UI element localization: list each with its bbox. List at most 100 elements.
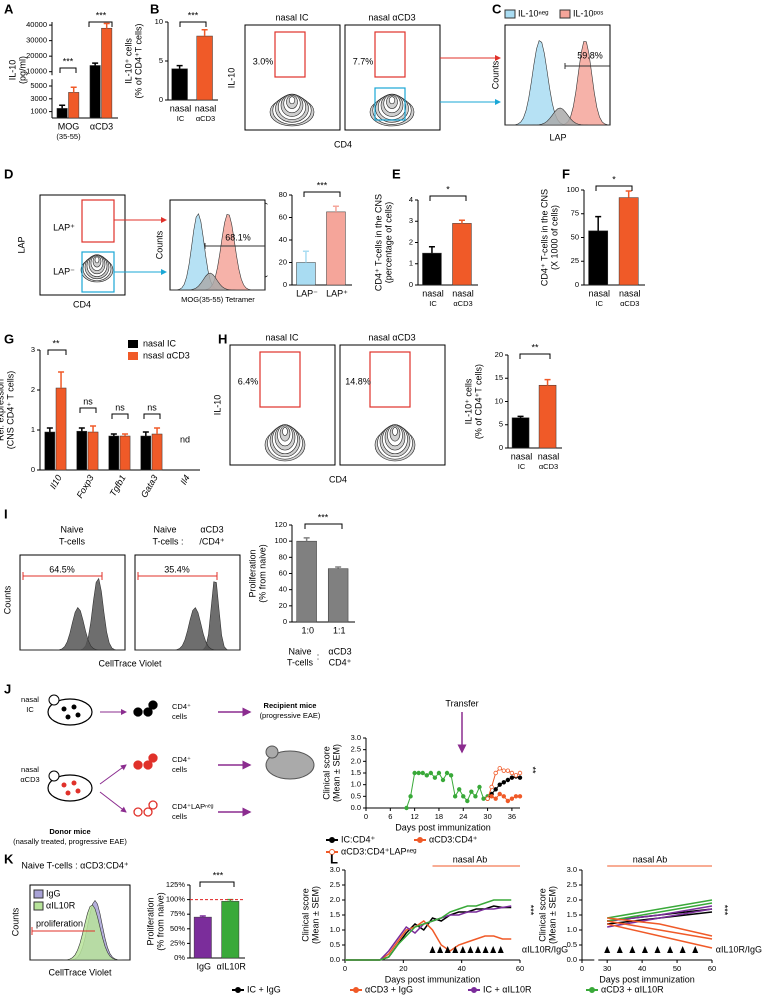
y-tick-label: 0	[31, 465, 35, 474]
bracket	[143, 413, 161, 419]
panel-letter: F	[562, 166, 570, 181]
line	[607, 917, 713, 937]
marker	[489, 784, 494, 790]
gate-label: LAP⁻	[53, 266, 75, 276]
contour	[282, 427, 288, 436]
legend-label: αCD3:CD4⁺LAPⁿᵉᵍ	[341, 846, 417, 856]
gate-value: 59.8%	[577, 50, 603, 60]
marker	[477, 784, 482, 790]
line	[607, 923, 713, 949]
panel-letter: E	[392, 166, 401, 181]
marker	[505, 798, 511, 804]
y-axis-label: (Mean ± SEM)	[310, 886, 320, 944]
y-tick-label: 100%	[166, 895, 186, 904]
error-bar	[428, 246, 435, 254]
y-tick-label: 1.0	[330, 925, 340, 934]
plot-title: nasal IC	[275, 12, 309, 22]
marker	[485, 796, 490, 801]
marker	[457, 787, 462, 792]
error-bar	[176, 64, 183, 69]
gate-bar	[31, 927, 95, 935]
marker	[448, 773, 454, 778]
group-label: αCD3	[20, 775, 39, 784]
dot	[75, 712, 81, 718]
footer-label: Naive	[288, 646, 311, 656]
y-tick-label: 0.0	[351, 803, 361, 812]
y-tick-label: 0.5	[567, 940, 577, 949]
x-tick-label: 0	[343, 964, 347, 973]
error-bar	[302, 250, 309, 263]
annotation: αIL10R/IgG	[716, 944, 762, 954]
triangle	[467, 946, 474, 953]
gate	[81, 199, 115, 243]
annotation: nasal Ab	[633, 854, 668, 864]
bar	[511, 417, 530, 449]
axis-label: Counts	[490, 60, 500, 89]
marker	[452, 794, 458, 799]
gate-value: 3.0%	[253, 56, 274, 66]
triangle	[452, 946, 459, 953]
y-tick-label: 1.5	[567, 910, 577, 919]
legend-label: IC + αIL10R	[483, 984, 532, 994]
annotation: **	[531, 342, 539, 352]
y-tick-label: 0	[409, 280, 413, 289]
axis-label: Counts	[10, 907, 20, 936]
axis-break	[594, 957, 599, 963]
mouse	[47, 698, 93, 726]
dot	[65, 790, 71, 796]
marker	[444, 770, 450, 776]
gate-bar	[564, 63, 610, 69]
annotation: nasal Ab	[453, 854, 488, 864]
legend-swatch	[33, 901, 44, 911]
error-bar	[625, 190, 632, 198]
marker	[501, 780, 506, 785]
y-tick-label: 3	[31, 345, 35, 354]
footer-label: T-cells	[287, 657, 314, 667]
cell-label: cells	[172, 765, 187, 774]
bracket	[111, 413, 129, 419]
bar	[151, 433, 163, 471]
x-tick-label: 0	[364, 812, 368, 821]
cell	[148, 753, 158, 763]
x-tick-label: αIL10R	[217, 961, 247, 971]
histogram	[30, 904, 131, 961]
y-tick-label: 25%	[170, 938, 185, 947]
dot	[71, 780, 77, 786]
marker	[436, 770, 442, 776]
x-tick-label: 60	[708, 964, 716, 973]
error-bar	[199, 915, 206, 918]
line	[607, 902, 713, 922]
plot-title: Naive T-cells : αCD3:CD4⁺	[21, 860, 129, 870]
cell	[148, 700, 158, 710]
marker	[509, 796, 515, 801]
donor-label: Donor mice	[49, 827, 90, 836]
bar	[108, 435, 120, 471]
line	[345, 899, 512, 961]
cell-label: CD4⁺	[172, 755, 191, 764]
bracket	[199, 881, 235, 887]
x-tick-label: 0	[580, 964, 584, 973]
annotation: ***	[63, 56, 74, 66]
y-tick-label: 20	[279, 601, 287, 610]
annotation: ***	[720, 905, 730, 916]
y-tick-label: 15	[495, 373, 503, 382]
error-bar	[154, 427, 161, 434]
arrow	[99, 764, 127, 785]
marker	[513, 773, 519, 778]
cell-label: cells	[172, 712, 187, 721]
annotation: ns	[83, 396, 93, 406]
cell	[143, 807, 153, 817]
legend-label: αCD3 + IgG	[365, 984, 413, 994]
gate-value: 7.7%	[353, 56, 374, 66]
group-label: nasal	[21, 695, 39, 704]
plot-title: T-cells :	[152, 536, 183, 546]
error-bar	[201, 29, 208, 37]
triangle	[604, 946, 611, 953]
footer-label: CD4⁺	[329, 657, 352, 667]
triangle	[482, 946, 489, 953]
y-axis-label: (% from naive)	[155, 892, 165, 951]
y-tick-label: 3000	[30, 94, 47, 103]
x-tick-label: IC	[177, 114, 185, 123]
plot-title: nasal αCD3	[368, 12, 415, 22]
y-tick-label: 1.0	[351, 780, 361, 789]
